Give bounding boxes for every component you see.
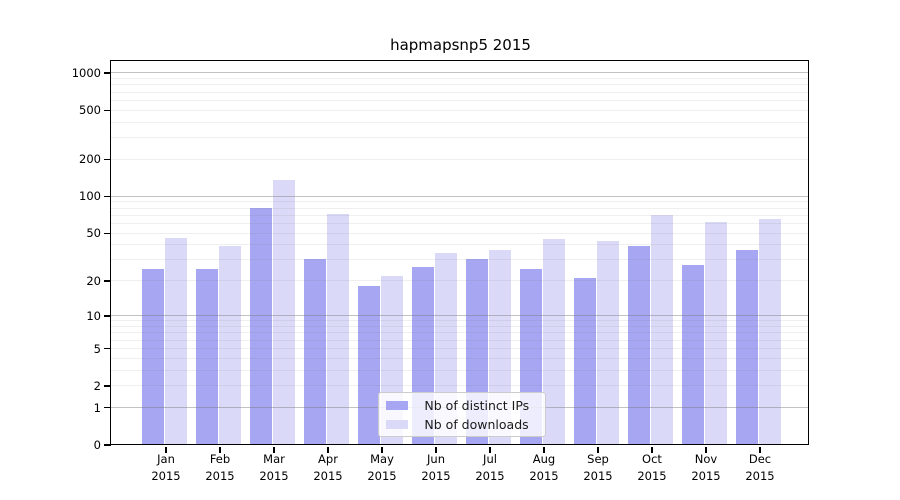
y-tick-label: 20 [86,274,101,289]
x-tick [381,446,383,453]
x-tick-label: Mar 2015 [259,452,289,483]
y-tick [103,232,111,234]
x-tick-label: Jun 2015 [421,452,451,483]
x-tick [759,446,761,453]
x-tick [219,446,221,453]
x-tick-label: Oct 2015 [637,452,667,483]
y-tick [103,444,111,446]
y-tick-label: 500 [79,103,101,118]
x-tick-label: Feb 2015 [205,452,235,483]
bar-downloads-mar [273,179,296,445]
x-tick [165,446,167,453]
x-tick [651,446,653,453]
x-tick-label: Dec 2015 [745,452,775,483]
x-tick [705,446,707,453]
bar-distinct-ips-feb [196,268,219,445]
y-tick [103,347,111,350]
bar-downloads-sep [597,240,620,445]
y-tick [103,158,111,161]
y-tick [103,195,111,198]
legend-item-distinct-ips: Nb of distinct IPs [386,398,545,413]
x-tick [489,446,491,453]
y-tick [103,385,111,387]
y-tick-label: 10 [86,308,101,323]
y-tick [103,315,111,317]
y-tick-label: 200 [79,152,101,167]
legend-swatch-downloads-icon [386,419,409,429]
bars-layer [111,61,808,445]
x-tick [327,446,329,453]
y-tick [103,280,111,282]
y-axis-labels: 0 1 2 5 10 20 50 100 200 500 1000 [0,0,101,500]
chart-title: hapmapsnp5 2015 [390,36,531,54]
bar-distinct-ips-sep [574,277,597,445]
bar-downloads-apr [327,214,350,445]
bar-downloads-oct [651,214,674,445]
y-tick [103,109,111,111]
x-tick-label: May 2015 [367,452,397,483]
bar-downloads-dec [759,218,782,445]
x-tick-label: Jan 2015 [151,452,181,483]
bar-distinct-ips-dec [736,249,759,445]
bar-downloads-nov [705,222,728,445]
x-tick-label: Jul 2015 [475,452,505,483]
bar-distinct-ips-jan [142,268,165,445]
x-tick-label: Nov 2015 [691,452,721,483]
bar-downloads-aug [543,239,566,445]
bar-distinct-ips-mar [250,207,273,445]
y-tick-label: 0 [93,438,101,452]
legend-item-downloads: Nb of downloads [386,417,545,432]
legend-label-downloads: Nb of downloads [424,416,529,432]
bar-downloads-feb [219,245,242,445]
legend-swatch-ips-icon [386,400,409,410]
y-tick-label: 1 [93,400,101,415]
bar-downloads-jan [165,238,188,445]
plot-area: Nb of distinct IPs Nb of downloads [110,60,810,446]
y-tick-label: 5 [93,341,101,356]
bar-distinct-ips-nov [682,264,705,445]
legend-label-distinct-ips: Nb of distinct IPs [424,397,530,413]
x-tick-label: Sep 2015 [583,452,613,483]
x-tick [273,446,275,453]
bar-distinct-ips-apr [304,259,327,445]
bar-distinct-ips-may [358,285,381,445]
y-tick-label: 1000 [71,65,101,80]
x-tick-label: Aug 2015 [529,452,559,483]
y-tick-label: 50 [86,226,101,241]
y-tick [103,72,111,74]
x-tick [597,446,599,453]
x-tick [543,446,545,453]
x-tick [435,446,437,453]
y-tick [103,406,111,409]
y-tick-label: 2 [93,378,101,393]
legend: Nb of distinct IPs Nb of downloads [378,392,547,438]
bar-distinct-ips-oct [628,245,651,445]
x-tick-label: Apr 2015 [313,452,343,483]
y-tick-label: 100 [79,189,101,204]
